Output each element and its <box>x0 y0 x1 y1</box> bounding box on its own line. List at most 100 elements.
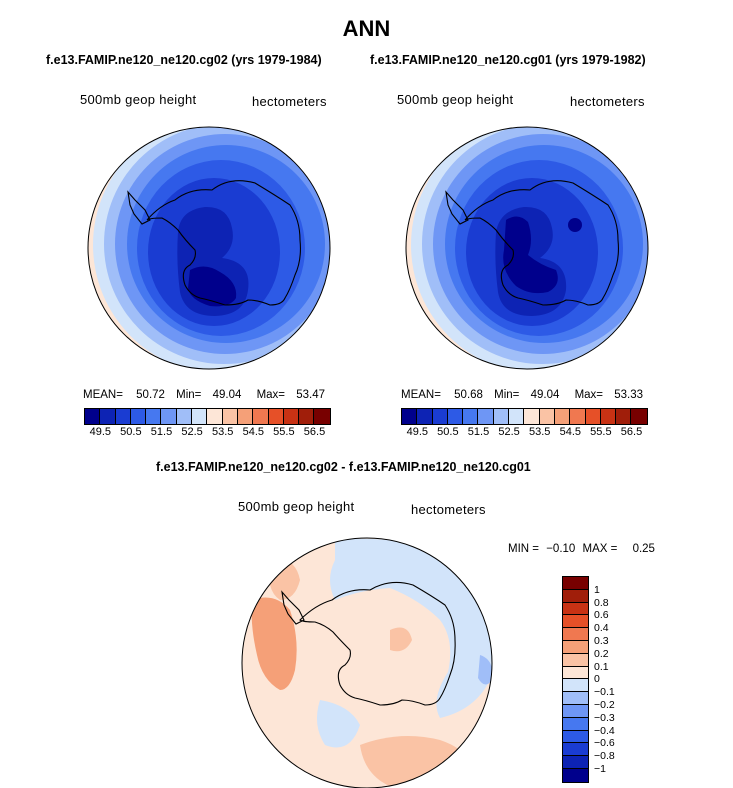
colorbar-tick-label: 0.6 <box>594 609 609 622</box>
colorbar-swatch <box>524 409 540 424</box>
diff-stats: MIN = −0.10 MAX = 0.25 <box>508 543 655 555</box>
colorbar-swatch <box>554 409 571 424</box>
colorbar-tick-label: 0.4 <box>594 622 609 635</box>
colorbar-tick-label: 55.5 <box>590 426 612 438</box>
colorbar-tick-label: 56.5 <box>620 426 643 438</box>
colorbar-tick-label: 49.5 <box>406 426 429 438</box>
right-stats: MEAN= 50.68 Min= 49.04 Max= 53.33 <box>401 389 643 401</box>
colorbar-swatch <box>616 409 632 424</box>
colorbar-swatch <box>176 409 193 424</box>
colorbar-tick-label: 50.5 <box>120 426 142 438</box>
right-max-value: 53.33 <box>614 389 644 401</box>
colorbar-swatch <box>253 409 269 424</box>
diff-band-neg-0.1-b <box>316 700 360 748</box>
colorbar-swatch <box>585 409 601 424</box>
colorbar-swatch <box>539 409 555 424</box>
colorbar-tick-label: 0 <box>594 673 600 686</box>
colorbar-tick-label: 0.1 <box>594 660 609 673</box>
left-units-label: hectometers <box>252 94 327 109</box>
colorbar-tick-label: 54.5 <box>242 426 265 438</box>
diff-subtitle: f.e13.FAMIP.ne120_ne120.cg02 - f.e13.FAM… <box>156 460 531 474</box>
contour-band-49.5 <box>503 216 558 294</box>
diff-band-neg-0.1 <box>330 538 492 718</box>
colorbar-swatch <box>563 704 588 718</box>
colorbar-swatch <box>268 409 284 424</box>
diff-variable-label: 500mb geop height <box>238 499 355 514</box>
colorbar-swatch <box>146 409 162 424</box>
colorbar-swatch <box>563 730 588 744</box>
diff-band-0.1-b <box>390 627 412 652</box>
colorbar-swatch <box>463 409 479 424</box>
colorbar-swatch <box>563 756 588 769</box>
right-max-label: Max= <box>574 389 604 401</box>
colorbar-swatch <box>563 743 588 757</box>
colorbar-swatch <box>631 409 647 424</box>
left-subtitle: f.e13.FAMIP.ne120_ne120.cg02 (yrs 1979-1… <box>46 53 322 67</box>
diff-units-label: hectometers <box>411 502 486 517</box>
colorbar-tick-label: −0.8 <box>594 750 615 763</box>
colorbar-swatch <box>314 409 330 424</box>
left-max-label: Max= <box>256 389 286 401</box>
colorbar-swatch <box>493 409 510 424</box>
colorbar-tick-label: −0.3 <box>594 711 615 724</box>
left-max-value: 53.47 <box>296 389 326 401</box>
colorbar-swatch <box>402 409 418 424</box>
colorbar-tick-label: −0.6 <box>594 737 615 750</box>
right-map-boundary <box>405 126 649 370</box>
right-min-label: Min= <box>494 389 520 401</box>
diff-antarctica-coastline <box>281 581 456 706</box>
colorbar-tick-label: 0.2 <box>594 647 609 660</box>
contour-band-49.5-b <box>568 218 582 232</box>
colorbar-swatch <box>563 640 588 654</box>
colorbar-swatch <box>192 409 208 424</box>
colorbar-tick-label: 51.5 <box>150 426 173 438</box>
diff-map-boundary <box>241 537 493 788</box>
colorbar-tick-label: 49.5 <box>89 426 112 438</box>
contour-band-49.5 <box>188 266 237 307</box>
colorbar-swatch <box>563 653 588 667</box>
colorbar-swatch <box>237 409 254 424</box>
colorbar-tick-label: 55.5 <box>273 426 295 438</box>
colorbar-tick-label: 0.8 <box>594 596 609 609</box>
colorbar-tick-label: 52.5 <box>498 426 520 438</box>
colorbar-tick-label: 54.5 <box>559 426 582 438</box>
left-mean-value: 50.72 <box>136 389 165 401</box>
colorbar-swatch <box>161 409 177 424</box>
colorbar-swatch <box>447 409 464 424</box>
colorbar-swatch <box>432 409 448 424</box>
left-min-value: 49.04 <box>212 389 242 401</box>
colorbar-tick-label: 53.5 <box>211 426 234 438</box>
colorbar-swatch <box>563 628 588 641</box>
colorbar-swatch <box>222 409 238 424</box>
colorbar-tick-label: 56.5 <box>303 426 326 438</box>
colorbar-swatch <box>85 409 101 424</box>
colorbar-swatch <box>563 589 588 603</box>
left-mean-label: MEAN= <box>83 389 123 401</box>
colorbar-swatch <box>563 717 588 731</box>
colorbar-tick-label: −0.1 <box>594 686 615 699</box>
colorbar-tick-label: 53.5 <box>528 426 551 438</box>
colorbar-swatch <box>563 768 588 782</box>
left-stats: MEAN= 50.72 Min= 49.04 Max= 53.47 <box>83 389 325 401</box>
left-antarctica-coastline <box>127 180 301 306</box>
colorbar-swatch <box>563 602 588 616</box>
left-min-label: Min= <box>176 389 202 401</box>
colorbar-tick-label: −0.2 <box>594 699 615 711</box>
left-map-boundary <box>87 126 331 370</box>
diff-colorbar <box>562 576 589 783</box>
right-mean-value: 50.68 <box>454 389 483 401</box>
colorbar-swatch <box>563 692 588 705</box>
colorbar-swatch <box>563 577 588 590</box>
right-min-value: 49.04 <box>530 389 560 401</box>
right-units-label: hectometers <box>570 94 645 109</box>
diff-min-value: −0.10 <box>546 543 576 555</box>
diff-max-value: 0.25 <box>632 543 655 555</box>
left-variable-label: 500mb geop height <box>80 92 197 107</box>
right-colorbar <box>401 408 648 425</box>
colorbar-tick-label: 0.3 <box>594 635 609 647</box>
right-subtitle: f.e13.FAMIP.ne120_ne120.cg01 (yrs 1979-1… <box>370 53 646 67</box>
colorbar-swatch <box>563 666 588 680</box>
